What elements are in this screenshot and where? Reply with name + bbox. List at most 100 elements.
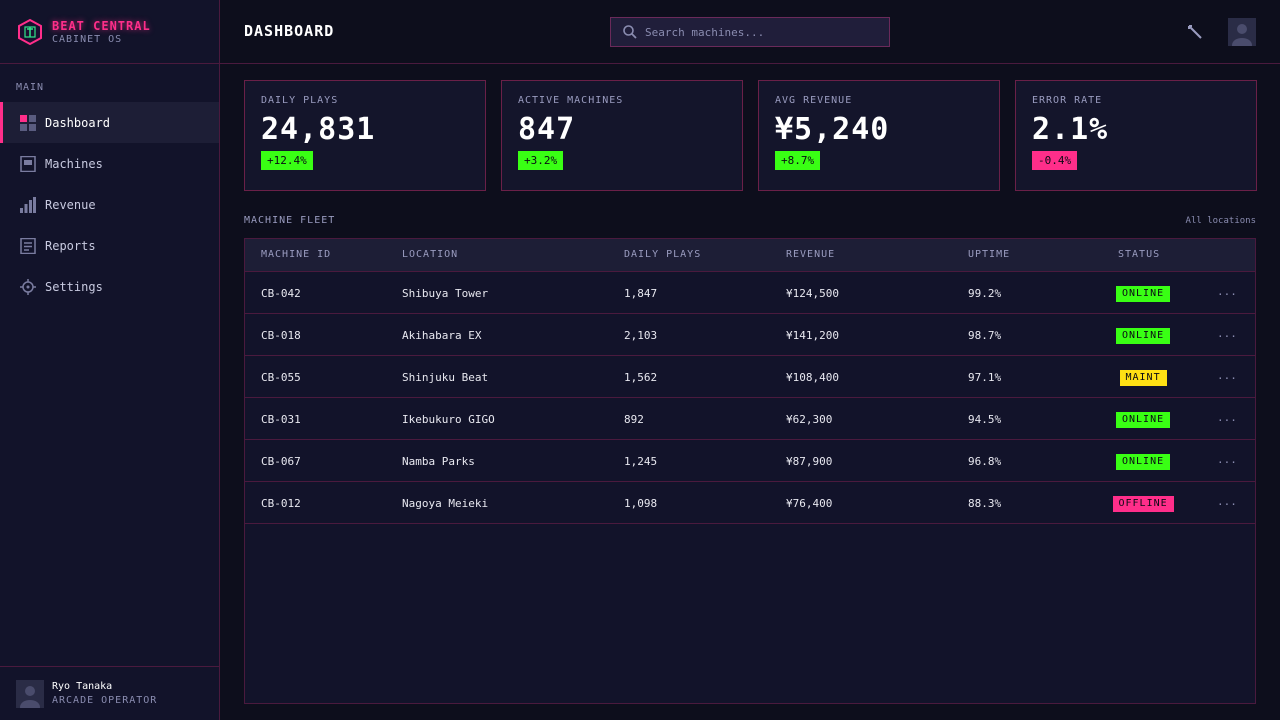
kpi-label: DAILY PLAYS bbox=[261, 95, 339, 106]
kpi-value: 2.1% bbox=[1032, 112, 1109, 147]
sidebar-item-dashboard[interactable]: Dashboard bbox=[0, 102, 219, 143]
sidebar: BEAT CENTRAL CABINET OS MAIN Dashboard M… bbox=[0, 0, 220, 720]
daily-plays-cell: 892 bbox=[624, 413, 644, 426]
kpi-label: AVG REVENUE bbox=[775, 95, 853, 106]
page-title: DASHBOARD bbox=[244, 22, 335, 40]
sidebar-item-label: Revenue bbox=[45, 197, 96, 212]
row-menu-button[interactable]: ... bbox=[1217, 369, 1237, 382]
machine-table: MACHINE ID LOCATION DAILY PLAYS REVENUE … bbox=[244, 238, 1256, 704]
row-menu-button[interactable]: ... bbox=[1217, 285, 1237, 298]
kpi-delta-badge: +12.4% bbox=[261, 151, 313, 170]
table-row[interactable]: CB-042 Shibuya Tower 1,847 ¥124,500 99.2% ONL… bbox=[245, 272, 1255, 314]
kpi-delta-badge: +3.2% bbox=[518, 151, 564, 170]
revenue-cell: ¥76,400 bbox=[786, 497, 833, 510]
sidebar-item-label: Settings bbox=[45, 279, 103, 294]
column-header[interactable]: DAILY PLAYS bbox=[624, 249, 702, 260]
status-badge: ONLINE bbox=[1116, 454, 1171, 470]
sidebar-item-label: Machines bbox=[45, 156, 103, 171]
grid-icon bbox=[20, 114, 36, 131]
bar-chart-icon bbox=[20, 196, 36, 213]
table-row[interactable]: CB-031 Ikebukuro GIGO 892 ¥62,300 94.5% ONLIN… bbox=[245, 398, 1255, 440]
uptime-cell: 94.5% bbox=[968, 413, 1002, 426]
section-title: MACHINE FLEET bbox=[244, 215, 336, 226]
daily-plays-cell: 1,562 bbox=[624, 371, 658, 384]
revenue-cell: ¥62,300 bbox=[786, 413, 833, 426]
kpi-label: ERROR RATE bbox=[1032, 95, 1103, 106]
row-menu-button[interactable]: ... bbox=[1217, 495, 1237, 508]
crosshair-icon bbox=[20, 278, 36, 295]
column-header[interactable]: REVENUE bbox=[786, 249, 836, 260]
search-input[interactable] bbox=[645, 25, 875, 39]
kpi-card-error-rate: ERROR RATE 2.1% -0.4% bbox=[1015, 80, 1257, 191]
logo-icon bbox=[18, 18, 42, 45]
search-icon bbox=[623, 25, 637, 39]
revenue-cell: ¥108,400 bbox=[786, 371, 839, 384]
cabinet-icon bbox=[20, 155, 36, 172]
kpi-value: 24,831 bbox=[261, 112, 376, 147]
location-cell: Akihabara EX bbox=[402, 329, 482, 342]
daily-plays-cell: 2,103 bbox=[624, 329, 658, 342]
machine-id-cell: CB-012 bbox=[261, 497, 301, 510]
column-header[interactable]: STATUS bbox=[1118, 249, 1161, 260]
row-menu-button[interactable]: ... bbox=[1217, 411, 1237, 424]
user-icon bbox=[20, 685, 40, 708]
machine-id-cell: CB-067 bbox=[261, 455, 301, 468]
location-cell: Ikebukuro GIGO bbox=[402, 413, 495, 426]
kpi-value: ¥5,240 bbox=[775, 112, 890, 147]
table-header: MACHINE ID LOCATION DAILY PLAYS REVENUE … bbox=[245, 239, 1255, 272]
uptime-cell: 98.7% bbox=[968, 329, 1002, 342]
machine-id-cell: CB-055 bbox=[261, 371, 301, 384]
sidebar-item-label: Reports bbox=[45, 238, 96, 253]
daily-plays-cell: 1,098 bbox=[624, 497, 658, 510]
location-cell: Nagoya Meieki bbox=[402, 497, 489, 510]
table-row[interactable]: CB-018 Akihabara EX 2,103 ¥141,200 98.7% ONLI… bbox=[245, 314, 1255, 356]
kpi-delta-badge: +8.7% bbox=[775, 151, 821, 170]
sidebar-item-reports[interactable]: Reports bbox=[0, 225, 219, 266]
user-name: Ryo Tanaka bbox=[52, 681, 113, 692]
uptime-cell: 96.8% bbox=[968, 455, 1002, 468]
sidebar-item-settings[interactable]: Settings bbox=[0, 266, 219, 307]
kpi-card-active-machines: ACTIVE MACHINES 847 +3.2% bbox=[501, 80, 743, 191]
column-header[interactable]: LOCATION bbox=[402, 249, 459, 260]
kpi-card-avg-revenue: AVG REVENUE ¥5,240 +8.7% bbox=[758, 80, 1000, 191]
user-icon bbox=[1232, 24, 1252, 46]
uptime-cell: 97.1% bbox=[968, 371, 1002, 384]
kpi-card-daily-plays: DAILY PLAYS 24,831 +12.4% bbox=[244, 80, 486, 191]
user-role: ARCADE OPERATOR bbox=[52, 695, 158, 706]
table-row[interactable]: CB-067 Namba Parks 1,245 ¥87,900 96.8% ONLINE… bbox=[245, 440, 1255, 482]
brand-title: BEAT CENTRAL bbox=[52, 18, 151, 33]
topbar: DASHBOARD bbox=[220, 0, 1280, 64]
sidebar-item-label: Dashboard bbox=[45, 115, 111, 130]
brand-subtitle: CABINET OS bbox=[52, 33, 123, 45]
location-cell: Shibuya Tower bbox=[402, 287, 489, 300]
location-cell: Namba Parks bbox=[402, 455, 475, 468]
column-header[interactable]: MACHINE ID bbox=[261, 249, 332, 260]
machine-id-cell: CB-031 bbox=[261, 413, 301, 426]
column-header[interactable]: UPTIME bbox=[968, 249, 1011, 260]
table-body: CB-042 Shibuya Tower 1,847 ¥124,500 99.2% ONL… bbox=[245, 272, 1255, 524]
daily-plays-cell: 1,847 bbox=[624, 287, 658, 300]
status-badge: MAINT bbox=[1119, 370, 1167, 386]
brand: BEAT CENTRAL CABINET OS bbox=[0, 0, 219, 64]
machine-id-cell: CB-018 bbox=[261, 329, 301, 342]
search-box[interactable] bbox=[610, 17, 890, 47]
status-badge: OFFLINE bbox=[1112, 496, 1174, 512]
account-avatar[interactable] bbox=[1228, 18, 1256, 46]
nav-section-label: MAIN bbox=[16, 82, 45, 93]
row-menu-button[interactable]: ... bbox=[1217, 453, 1237, 466]
user-profile[interactable]: Ryo Tanaka ARCADE OPERATOR bbox=[0, 666, 219, 720]
uptime-cell: 99.2% bbox=[968, 287, 1002, 300]
table-row[interactable]: CB-055 Shinjuku Beat 1,562 ¥108,400 97.1% MAI… bbox=[245, 356, 1255, 398]
location-filter-link[interactable]: All locations bbox=[1185, 216, 1256, 226]
kpi-label: ACTIVE MACHINES bbox=[518, 95, 624, 106]
table-row[interactable]: CB-012 Nagoya Meieki 1,098 ¥76,400 88.3% OFFL… bbox=[245, 482, 1255, 524]
sidebar-item-machines[interactable]: Machines bbox=[0, 143, 219, 184]
machine-id-cell: CB-042 bbox=[261, 287, 301, 300]
location-cell: Shinjuku Beat bbox=[402, 371, 489, 384]
status-badge: ONLINE bbox=[1116, 412, 1171, 428]
sidebar-item-revenue[interactable]: Revenue bbox=[0, 184, 219, 225]
row-menu-button[interactable]: ... bbox=[1217, 327, 1237, 340]
revenue-cell: ¥124,500 bbox=[786, 287, 839, 300]
uptime-cell: 88.3% bbox=[968, 497, 1002, 510]
wrench-icon[interactable] bbox=[1186, 23, 1204, 41]
